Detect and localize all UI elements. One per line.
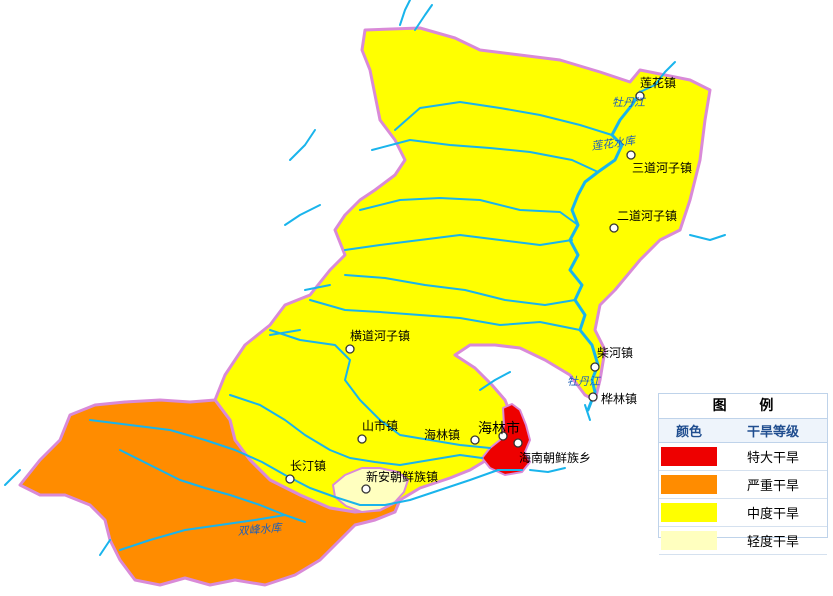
legend-row: 严重干旱 (659, 470, 827, 499)
label-sandaohezi: 三道河子镇 (632, 161, 692, 175)
marker-sandaohezi (626, 150, 636, 160)
label-hengdaohezi: 横道河子镇 (350, 329, 410, 343)
legend-header-row: 颜色 干旱等级 (659, 419, 827, 443)
label-chaihe: 柴河镇 (597, 346, 633, 360)
legend-swatch-severe (661, 475, 717, 494)
label-hailin-town: 海林镇 (424, 427, 460, 442)
label-shanshi: 山市镇 (362, 418, 398, 433)
label-lianhua: 莲花镇 (640, 75, 676, 90)
legend-swatch-cell (659, 526, 719, 555)
legend-col-level: 干旱等级 (719, 419, 827, 443)
legend-row: 中度干旱 (659, 498, 827, 527)
legend-swatch-extreme (661, 447, 717, 466)
marker-hengdaohezi (345, 344, 355, 354)
marker-shanshi (357, 434, 367, 444)
legend-row: 轻度干旱 (659, 526, 827, 555)
marker-chaihe (590, 362, 600, 372)
marker-lianhua (635, 91, 645, 101)
river-labels: 牡丹江 莲花水库 牡丹江 双峰水库 (237, 96, 646, 538)
river-label-shuangfeng-reservoir: 双峰水库 (237, 521, 284, 538)
region-severe[interactable] (18, 398, 402, 587)
marker-hainan (513, 438, 523, 448)
marker-hailin-city (498, 431, 508, 441)
legend-col-color: 颜色 (659, 419, 719, 443)
label-hainan: 海南朝鲜族乡 (519, 450, 591, 465)
marker-erdaohezi (609, 223, 619, 233)
label-hualin: 桦林镇 (601, 391, 637, 406)
legend-row: 特大干旱 (659, 442, 827, 471)
legend-swatch-cell (659, 442, 719, 471)
legend-title: 图 例 (659, 394, 827, 419)
marker-hualin (588, 392, 598, 402)
label-erdaohezi: 二道河子镇 (617, 209, 677, 223)
label-hailin-city: 海林市 (478, 420, 520, 437)
label-changting: 长汀镇 (290, 459, 326, 473)
marker-hailin-town (470, 435, 480, 445)
legend-label-moderate: 中度干旱 (719, 498, 827, 527)
legend-swatch-cell (659, 498, 719, 527)
legend-swatch-cell (659, 470, 719, 499)
legend-label-extreme: 特大干旱 (719, 442, 827, 471)
marker-changting (285, 474, 295, 484)
river-label-mudanjiang-north: 牡丹江 (612, 96, 646, 109)
river-label-lianhua-reservoir: 莲花水库 (591, 134, 638, 153)
river-label-mudanjiang-south: 牡丹江 (567, 375, 601, 388)
marker-xinan (361, 484, 371, 494)
river-network (4, 0, 726, 556)
label-xinan: 新安朝鲜族镇 (366, 469, 438, 484)
legend-table: 颜色 干旱等级 特大干旱 严重干旱 中度干旱 轻度干旱 (659, 419, 827, 555)
legend-label-severe: 严重干旱 (719, 470, 827, 499)
map-legend: 图 例 颜色 干旱等级 特大干旱 严重干旱 中度干旱 轻度干旱 (658, 393, 828, 555)
place-markers (285, 91, 645, 494)
legend-label-light: 轻度干旱 (719, 526, 827, 555)
legend-swatch-light (661, 531, 717, 550)
legend-swatch-moderate (661, 503, 717, 522)
place-labels: 莲花镇 三道河子镇 二道河子镇 柴河镇 桦林镇 横道河子镇 山市镇 海林镇 海林… (290, 75, 692, 484)
